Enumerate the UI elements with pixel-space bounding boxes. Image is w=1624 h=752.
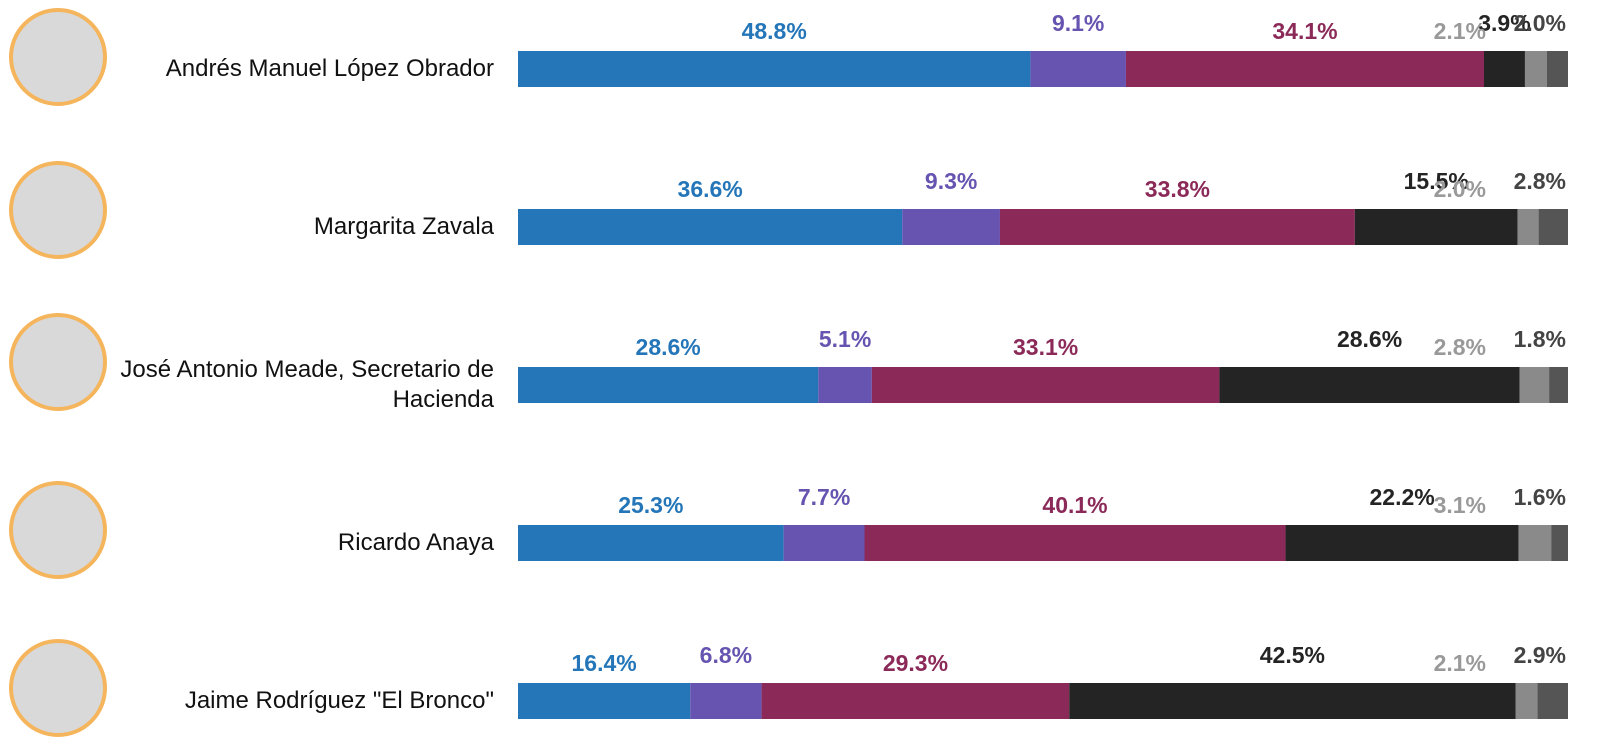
value-label: 28.6% xyxy=(1337,326,1402,352)
value-label: 1.6% xyxy=(1514,484,1566,510)
value-label: 25.3% xyxy=(618,492,683,518)
value-label: 2.0% xyxy=(1434,176,1486,202)
bar-segment xyxy=(1547,51,1568,87)
value-label: 6.8% xyxy=(700,642,752,668)
bar-segment xyxy=(1538,209,1568,245)
bar-segment xyxy=(690,683,762,719)
candidate-name: Ricardo Anaya xyxy=(337,529,494,556)
candidate-name: Margarita Zavala xyxy=(313,213,494,240)
candidate-photo xyxy=(9,313,107,411)
value-label: 2.1% xyxy=(1434,650,1486,676)
value-label: 42.5% xyxy=(1260,642,1325,668)
bar-segment xyxy=(518,51,1031,87)
value-label: 34.1% xyxy=(1272,18,1337,44)
candidate-photo xyxy=(9,481,107,579)
candidate-name: José Antonio Meade, Secretario de Hacien… xyxy=(120,356,494,413)
value-label: 48.8% xyxy=(742,18,807,44)
bar-segment xyxy=(783,525,865,561)
value-label: 1.8% xyxy=(1514,326,1566,352)
value-label: 28.6% xyxy=(636,334,701,360)
value-label: 9.3% xyxy=(925,168,977,194)
bar-segment xyxy=(1069,683,1516,719)
value-label: 2.8% xyxy=(1514,168,1566,194)
bar-segment xyxy=(761,683,1070,719)
value-label: 3.9% xyxy=(1478,10,1530,36)
bar-segment xyxy=(518,367,819,403)
bar-segment xyxy=(1551,525,1568,561)
value-label: 33.1% xyxy=(1013,334,1078,360)
bar-segment xyxy=(1285,525,1519,561)
value-label: 5.1% xyxy=(819,326,871,352)
bar-segment xyxy=(518,525,784,561)
bar-segment xyxy=(1519,367,1550,403)
value-label: 15.5% xyxy=(1404,168,1469,194)
bar-segment xyxy=(1537,683,1568,719)
candidate-photo xyxy=(9,8,107,106)
value-label: 2.9% xyxy=(1514,642,1566,668)
value-label: 2.0% xyxy=(1514,10,1566,36)
candidate-name: Andrés Manuel López Obrador xyxy=(165,55,494,82)
value-label: 22.2% xyxy=(1369,484,1434,510)
value-label: 40.1% xyxy=(1042,492,1107,518)
bar-segment xyxy=(1030,51,1126,87)
value-label: 3.1% xyxy=(1434,492,1486,518)
bar-segment xyxy=(518,209,903,245)
candidate-photo xyxy=(9,639,107,737)
value-label: 2.1% xyxy=(1434,18,1486,44)
bar-segment xyxy=(999,209,1355,245)
bar-segment xyxy=(518,683,691,719)
bar-segment xyxy=(1515,683,1538,719)
bar-segment xyxy=(864,525,1286,561)
bar-segment xyxy=(1524,51,1547,87)
bar-segment xyxy=(1518,525,1552,561)
value-label: 9.1% xyxy=(1052,10,1104,36)
bar-segment xyxy=(818,367,872,403)
value-label: 2.8% xyxy=(1434,334,1486,360)
bar-segment xyxy=(871,367,1220,403)
candidate-name: Jaime Rodríguez "El Bronco" xyxy=(184,687,494,714)
value-label: 33.8% xyxy=(1145,176,1210,202)
bar-segment xyxy=(1354,209,1518,245)
value-label: 29.3% xyxy=(883,650,948,676)
bar-segment xyxy=(1517,209,1539,245)
value-label: 36.6% xyxy=(678,176,743,202)
bar-segment xyxy=(1219,367,1520,403)
bar-segment xyxy=(1484,51,1525,87)
value-label: 7.7% xyxy=(798,484,850,510)
bar-segment xyxy=(1125,51,1484,87)
candidate-photo xyxy=(9,161,107,259)
bar-segment xyxy=(902,209,1000,245)
bar-segment xyxy=(1549,367,1568,403)
value-label: 16.4% xyxy=(571,650,636,676)
